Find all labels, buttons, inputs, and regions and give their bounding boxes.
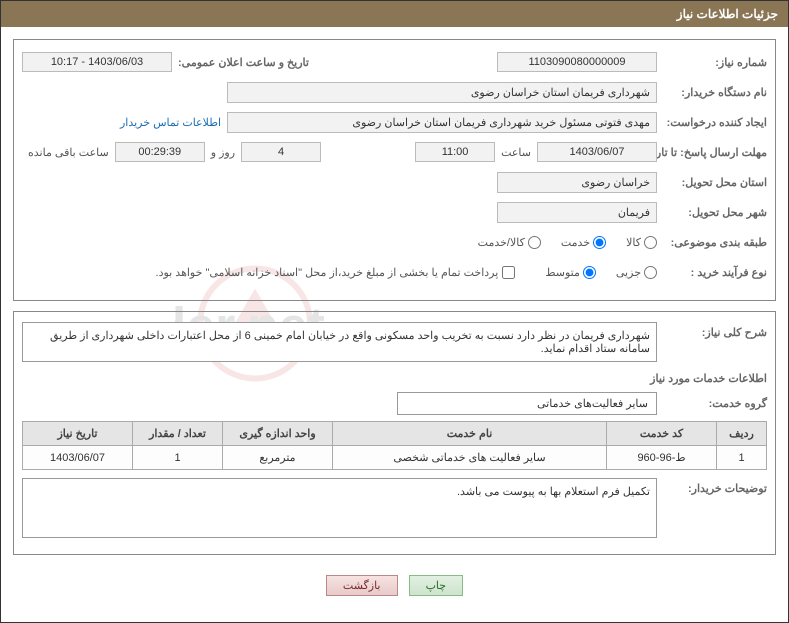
radio-goods-service-label: کالا/خدمت	[478, 236, 525, 249]
radio-minor-input[interactable]	[644, 266, 657, 279]
content-area: AriaTender.net شماره نیاز: 1103090080000…	[1, 27, 788, 622]
remain-txt: ساعت باقی مانده	[28, 146, 109, 159]
need-no-value: 1103090080000009	[497, 52, 657, 72]
cell-unit: مترمربع	[223, 446, 333, 470]
radio-goods-service-input[interactable]	[528, 236, 541, 249]
radio-goods-label: کالا	[626, 236, 641, 249]
payment-note-check[interactable]: پرداخت تمام یا بخشی از مبلغ خرید،از محل …	[156, 266, 516, 279]
cell-name: سایر فعالیت های خدماتی شخصی	[333, 446, 607, 470]
announce-value: 1403/06/03 - 10:17	[22, 52, 172, 72]
purchase-type-label: نوع فرآیند خرید :	[657, 266, 767, 279]
radio-minor-label: جزیی	[616, 266, 641, 279]
countdown: 00:29:39	[115, 142, 205, 162]
row-need-no: شماره نیاز: 1103090080000009 تاریخ و ساع…	[22, 50, 767, 74]
province-value: خراسان رضوی	[497, 172, 657, 193]
purchase-radio-group: جزیی متوسط	[545, 266, 657, 279]
th-row: ردیف	[717, 422, 767, 446]
buyer-org-value: شهرداری فریمان استان خراسان رضوی	[227, 82, 657, 103]
buyer-contact-link[interactable]: اطلاعات تماس خریدار	[120, 116, 221, 129]
service-group-value: سایر فعالیت‌های خدماتی	[397, 392, 657, 415]
table-header-row: ردیف کد خدمت نام خدمت واحد اندازه گیری ت…	[23, 422, 767, 446]
need-desc-box: شهرداری فریمان در نظر دارد نسبت به تخریب…	[22, 322, 657, 362]
radio-medium[interactable]: متوسط	[545, 266, 596, 279]
print-button[interactable]: چاپ	[409, 575, 464, 596]
row-buyer-notes: توضیحات خریدار: تکمیل فرم استعلام بها به…	[22, 478, 767, 538]
need-desc-label: شرح کلی نیاز:	[657, 322, 767, 339]
deadline-label: مهلت ارسال پاسخ: تا تاریخ:	[657, 146, 767, 159]
page-header: جزئیات اطلاعات نیاز	[1, 1, 788, 27]
province-label: استان محل تحویل:	[657, 176, 767, 189]
cell-date: 1403/06/07	[23, 446, 133, 470]
row-buyer-org: نام دستگاه خریدار: شهرداری فریمان استان …	[22, 80, 767, 104]
th-name: نام خدمت	[333, 422, 607, 446]
radio-minor[interactable]: جزیی	[616, 266, 657, 279]
city-label: شهر محل تحویل:	[657, 206, 767, 219]
buyer-notes-box: تکمیل فرم استعلام بها به پیوست می باشد.	[22, 478, 657, 538]
service-group-label: گروه خدمت:	[657, 397, 767, 410]
days-txt: روز و	[211, 146, 235, 159]
page-title: جزئیات اطلاعات نیاز	[677, 7, 778, 21]
row-purchase-type: نوع فرآیند خرید : جزیی متوسط پرداخت تمام…	[22, 260, 767, 284]
row-service-group: گروه خدمت: سایر فعالیت‌های خدماتی	[22, 391, 767, 415]
payment-checkbox[interactable]	[502, 266, 515, 279]
subject-class-label: طبقه بندی موضوعی:	[657, 236, 767, 249]
services-table: ردیف کد خدمت نام خدمت واحد اندازه گیری ت…	[22, 421, 767, 470]
button-row: چاپ بازگشت	[13, 565, 776, 610]
radio-service-input[interactable]	[593, 236, 606, 249]
th-date: تاریخ نیاز	[23, 422, 133, 446]
detail-fieldset: شرح کلی نیاز: شهرداری فریمان در نظر دارد…	[13, 311, 776, 555]
info-fieldset: شماره نیاز: 1103090080000009 تاریخ و ساع…	[13, 39, 776, 301]
radio-goods-input[interactable]	[644, 236, 657, 249]
radio-medium-input[interactable]	[583, 266, 596, 279]
th-qty: تعداد / مقدار	[133, 422, 223, 446]
radio-service[interactable]: خدمت	[561, 236, 606, 249]
requester-value: مهدی فتوتی مسئول خرید شهرداری فریمان است…	[227, 112, 657, 133]
back-button[interactable]: بازگشت	[326, 575, 398, 596]
payment-note-text: پرداخت تمام یا بخشی از مبلغ خرید،از محل …	[156, 266, 499, 279]
cell-code: ط-96-960	[607, 446, 717, 470]
requester-label: ایجاد کننده درخواست:	[657, 116, 767, 129]
radio-medium-label: متوسط	[545, 266, 580, 279]
announce-label: تاریخ و ساعت اعلان عمومی:	[178, 56, 309, 69]
buyer-notes-label: توضیحات خریدار:	[657, 478, 767, 495]
row-need-desc: شرح کلی نیاز: شهرداری فریمان در نظر دارد…	[22, 322, 767, 362]
subject-radio-group: کالا خدمت کالا/خدمت	[478, 236, 657, 249]
deadline-date: 1403/06/07	[537, 142, 657, 162]
city-value: فریمان	[497, 202, 657, 223]
row-city: شهر محل تحویل: فریمان	[22, 200, 767, 224]
deadline-time: 11:00	[415, 142, 495, 162]
radio-goods-service[interactable]: کالا/خدمت	[478, 236, 541, 249]
table-row: 1 ط-96-960 سایر فعالیت های خدماتی شخصی م…	[23, 446, 767, 470]
days-remaining: 4	[241, 142, 321, 162]
row-province: استان محل تحویل: خراسان رضوی	[22, 170, 767, 194]
buyer-org-label: نام دستگاه خریدار:	[657, 86, 767, 99]
th-code: کد خدمت	[607, 422, 717, 446]
services-section-title: اطلاعات خدمات مورد نیاز	[22, 372, 767, 385]
radio-service-label: خدمت	[561, 236, 590, 249]
cell-row: 1	[717, 446, 767, 470]
row-deadline: مهلت ارسال پاسخ: تا تاریخ: 1403/06/07 سا…	[22, 140, 767, 164]
radio-goods[interactable]: کالا	[626, 236, 657, 249]
row-requester: ایجاد کننده درخواست: مهدی فتوتی مسئول خر…	[22, 110, 767, 134]
time-label: ساعت	[501, 146, 531, 159]
th-unit: واحد اندازه گیری	[223, 422, 333, 446]
main-container: جزئیات اطلاعات نیاز AriaTender.net شماره…	[0, 0, 789, 623]
row-subject-class: طبقه بندی موضوعی: کالا خدمت کالا/خدمت	[22, 230, 767, 254]
cell-qty: 1	[133, 446, 223, 470]
need-no-label: شماره نیاز:	[657, 56, 767, 69]
